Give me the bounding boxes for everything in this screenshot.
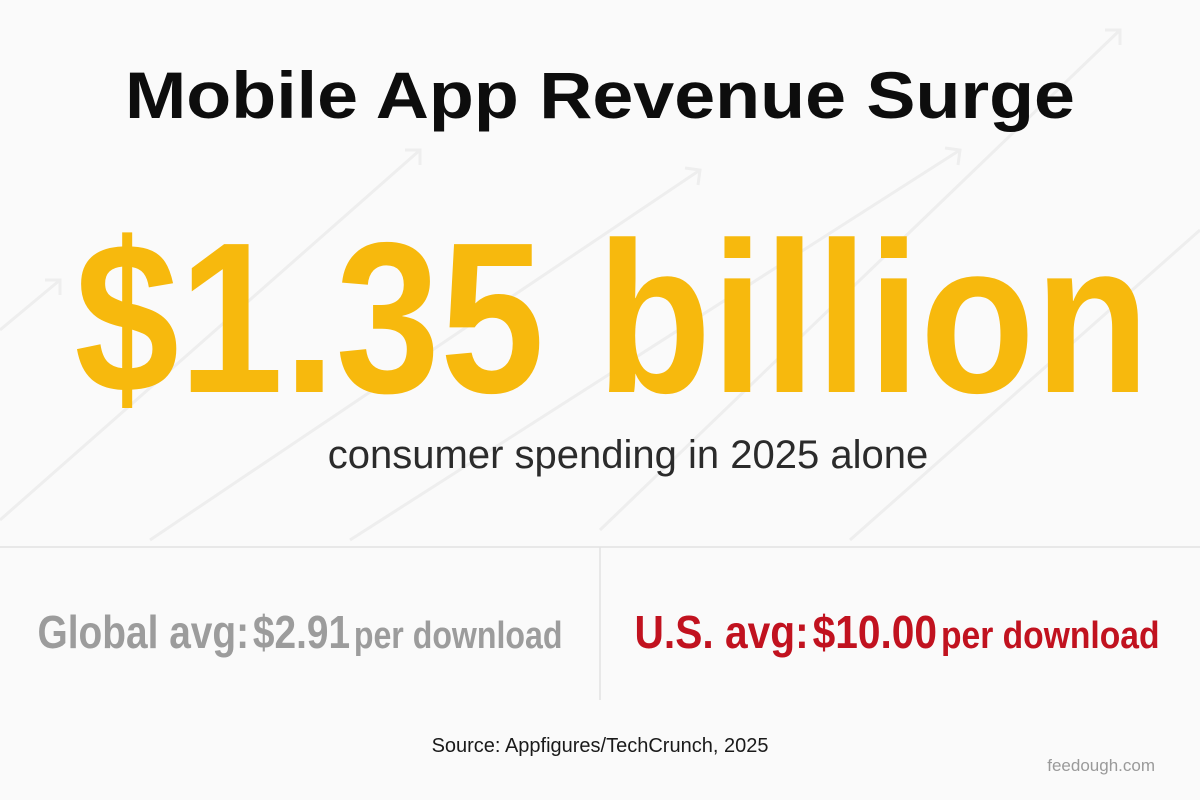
stat: Global avg: $2.91 per download [38, 606, 563, 658]
stat-unit: per download [941, 615, 1160, 657]
background-arrows [0, 28, 1200, 542]
stat-value: $10.00 [813, 606, 937, 658]
title: Mobile App Revenue Surge [125, 58, 1075, 132]
headline-value: $1.35 billion [75, 197, 1150, 438]
stat: U.S. avg: $10.00 per download [635, 606, 1160, 658]
stat-value: $2.91 [253, 606, 350, 658]
stat-label: Global avg: [38, 606, 250, 658]
source: Source: Appfigures/TechCrunch, 2025 [432, 735, 769, 757]
watermark: feedough.com [1047, 756, 1155, 775]
headline-caption: consumer spending in 2025 alone [328, 433, 928, 477]
stat-unit: per download [354, 615, 563, 657]
stat-label: U.S. avg: [635, 606, 809, 658]
